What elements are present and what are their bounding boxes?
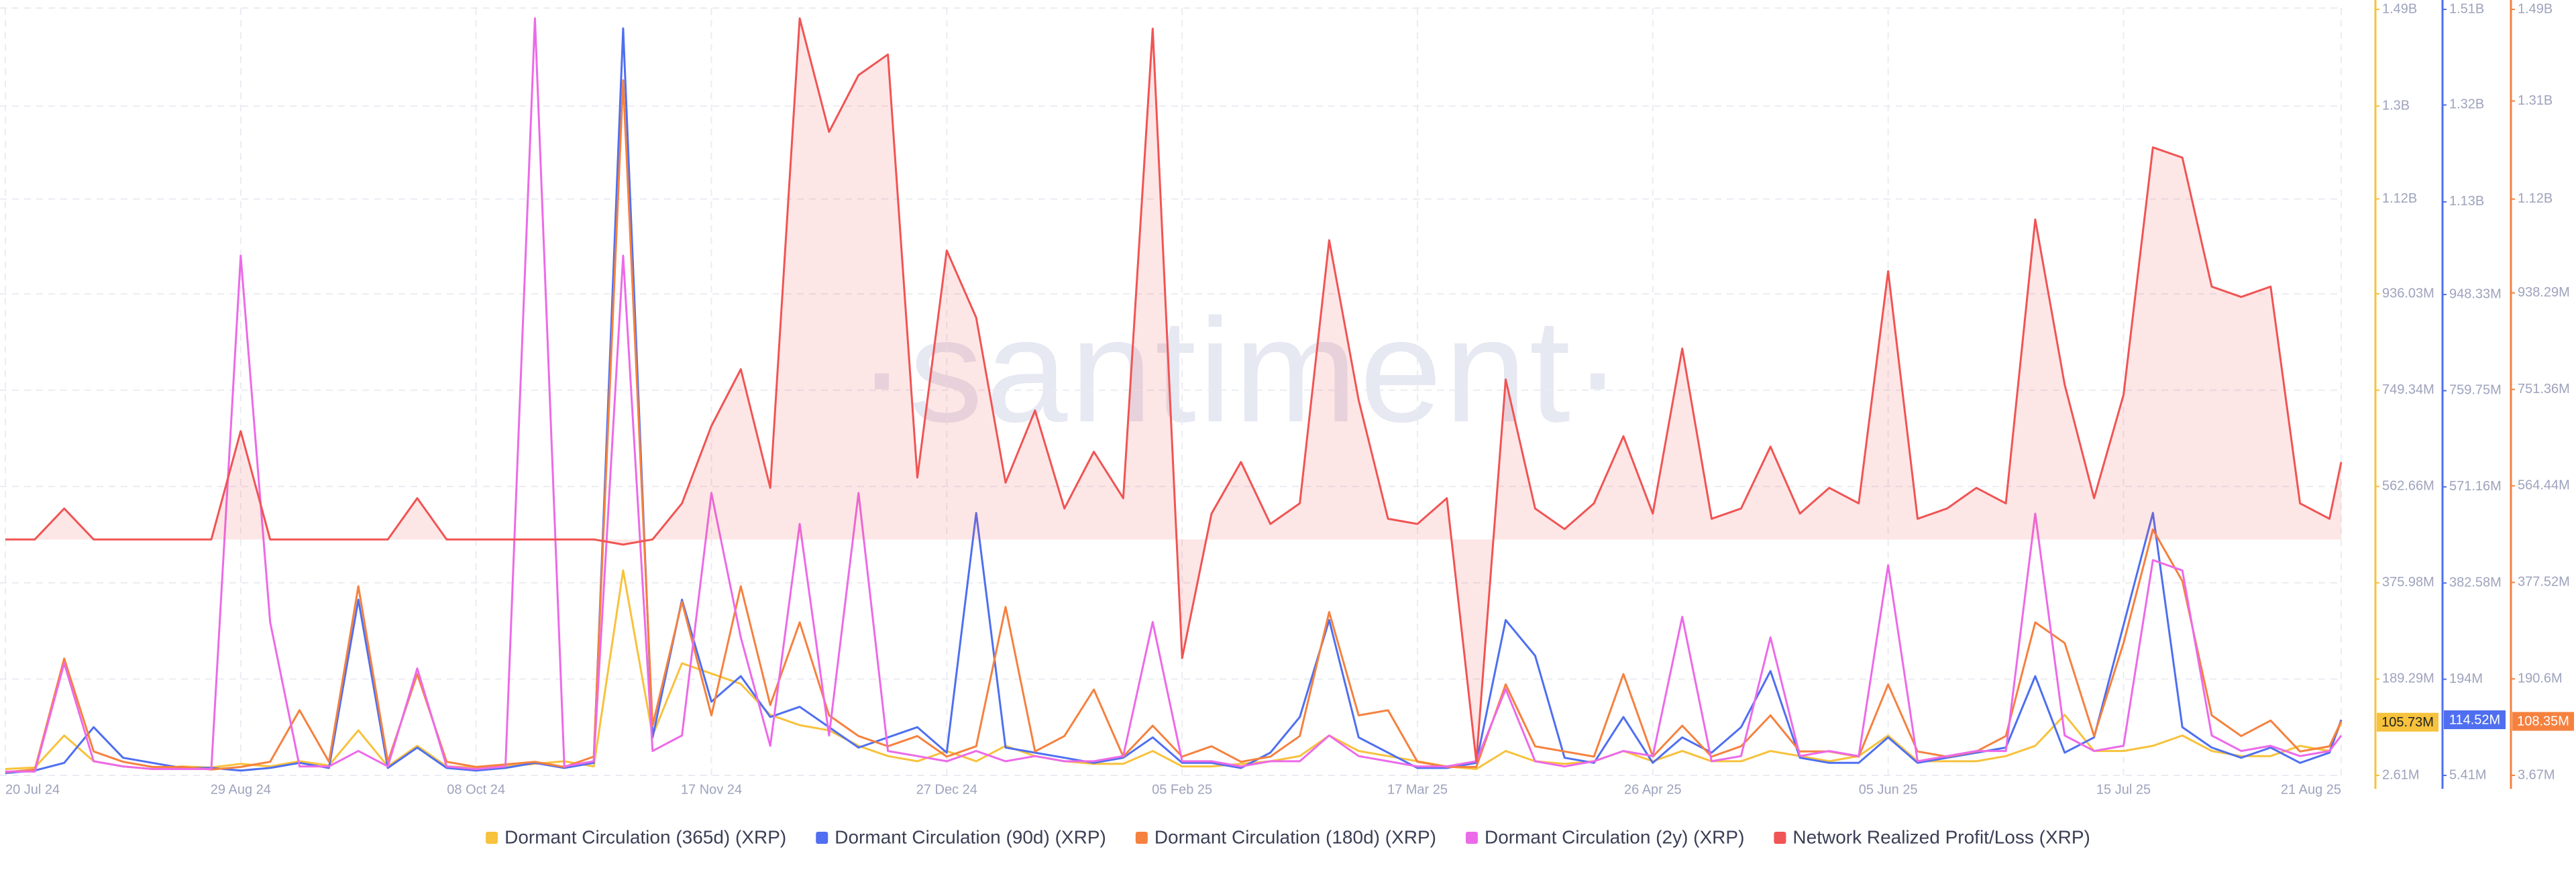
legend-label: Dormant Circulation (365d) (XRP) bbox=[504, 826, 786, 847]
legend-label: Dormant Circulation (2y) (XRP) bbox=[1485, 826, 1744, 847]
y-tick-label: 1.3B bbox=[2382, 98, 2410, 113]
series-line bbox=[5, 569, 2343, 770]
x-tick-label: 17 Mar 25 bbox=[1387, 782, 1448, 797]
y-tick-label: 948.33M bbox=[2449, 286, 2502, 301]
legend-label: Dormant Circulation (180d) (XRP) bbox=[1155, 826, 1436, 847]
y-tick-label: 1.32B bbox=[2449, 97, 2484, 112]
last-value-badge: 108.35M bbox=[2512, 712, 2574, 731]
x-tick-label: 20 Jul 24 bbox=[5, 782, 60, 797]
badge-box bbox=[2512, 712, 2574, 731]
y-tick-label: 571.16M bbox=[2449, 479, 2502, 494]
x-tick-label: 21 Aug 25 bbox=[2281, 782, 2341, 797]
y-tick-label: 382.58M bbox=[2449, 576, 2502, 590]
y-tick-label: 3.67M bbox=[2518, 767, 2555, 782]
y-tick-label: 1.12B bbox=[2382, 191, 2417, 206]
badge-label: 105.73M bbox=[2381, 715, 2434, 730]
x-tick-label: 29 Aug 24 bbox=[211, 782, 271, 797]
y-tick-label: 2.61M bbox=[2382, 767, 2420, 782]
badge-box bbox=[2444, 710, 2506, 730]
series-line bbox=[5, 17, 2343, 763]
y-tick-label: 751.36M bbox=[2518, 382, 2570, 396]
y-tick-label: 759.75M bbox=[2449, 383, 2502, 398]
series-line bbox=[5, 27, 2343, 774]
legend-swatch bbox=[1774, 832, 1786, 844]
y-tick-label: 1.31B bbox=[2518, 93, 2553, 108]
y-tick-label: 1.49B bbox=[2518, 1, 2553, 16]
y-tick-label: 938.29M bbox=[2518, 285, 2570, 300]
legend-swatch bbox=[1135, 832, 1148, 844]
y-tick-label: 1.13B bbox=[2449, 194, 2484, 209]
y-tick-label: 749.34M bbox=[2382, 382, 2434, 397]
last-value-badge: 105.73M bbox=[2377, 712, 2438, 732]
y-tick-label: 5.41M bbox=[2449, 767, 2487, 782]
y-tick-label: 564.44M bbox=[2518, 478, 2570, 493]
x-tick-label: 05 Jun 25 bbox=[1859, 782, 1918, 797]
series-line bbox=[5, 17, 2343, 773]
legend-swatch bbox=[1465, 832, 1478, 844]
y-tick-label: 936.03M bbox=[2382, 286, 2434, 301]
last-value-badge: 114.52M bbox=[2444, 710, 2506, 730]
x-tick-label: 27 Dec 24 bbox=[916, 782, 977, 797]
y-tick-label: 189.29M bbox=[2382, 671, 2434, 686]
legend: Dormant Circulation (365d) (XRP) Dormant … bbox=[486, 826, 2090, 847]
legend-swatch bbox=[486, 832, 498, 844]
y-tick-label: 562.66M bbox=[2382, 479, 2434, 494]
y-tick-label: 190.6M bbox=[2518, 671, 2563, 686]
y-tick-label: 194M bbox=[2449, 671, 2483, 686]
x-tick-label: 15 Jul 25 bbox=[2096, 782, 2151, 797]
legend-swatch bbox=[816, 832, 828, 844]
y-tick-label: 1.51B bbox=[2449, 1, 2484, 16]
badge-label: 108.35M bbox=[2517, 714, 2569, 729]
x-tick-label: 26 Apr 25 bbox=[1624, 782, 1682, 797]
x-tick-label: 17 Nov 24 bbox=[681, 782, 742, 797]
legend-label: Network Realized Profit/Loss (XRP) bbox=[1792, 826, 2090, 847]
legend-label: Dormant Circulation (90d) (XRP) bbox=[835, 826, 1106, 847]
badge-label: 114.52M bbox=[2449, 712, 2500, 727]
y-tick-label: 375.98M bbox=[2382, 575, 2434, 590]
y-tick-label: 1.12B bbox=[2518, 191, 2553, 206]
x-tick-label: 08 Oct 24 bbox=[447, 782, 505, 797]
badge-box bbox=[2377, 712, 2438, 732]
y-tick-label: 377.52M bbox=[2518, 575, 2570, 590]
x-tick-label: 05 Feb 25 bbox=[1152, 782, 1212, 797]
y-tick-label: 1.49B bbox=[2382, 1, 2417, 16]
